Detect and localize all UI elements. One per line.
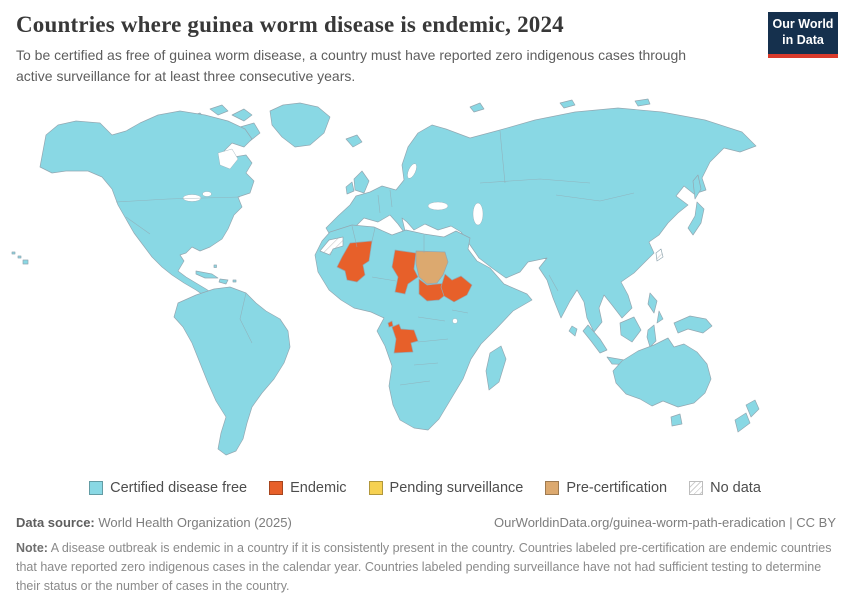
world-map[interactable] [0, 95, 850, 470]
chart-footer: Data source: World Health Organization (… [16, 515, 836, 595]
owid-logo-line1: Our World [772, 17, 834, 31]
map-region-madagascar[interactable] [485, 345, 507, 391]
map-region-japan[interactable] [687, 201, 705, 236]
legend-label-certified: Certified disease free [110, 480, 248, 496]
map-region-ethiopia[interactable] [440, 273, 473, 303]
footnote: Note: A disease outbreak is endemic in a… [16, 539, 836, 595]
map-region-united-kingdom[interactable] [353, 170, 370, 194]
legend-label-nodata: No data [710, 480, 761, 496]
map-region-africa[interactable] [314, 224, 533, 431]
world-map-svg[interactable] [0, 95, 850, 470]
map-region-new-guinea[interactable] [673, 315, 713, 334]
map-region-iceland[interactable] [345, 134, 363, 148]
map-region-ireland[interactable] [345, 181, 355, 195]
legend-swatch-pending [368, 481, 383, 495]
map-region-australia[interactable] [612, 337, 712, 408]
owid-logo-line2: in Data [782, 32, 824, 47]
chart-header: Countries where guinea worm disease is e… [16, 12, 756, 86]
map-region-indonesia[interactable] [582, 316, 657, 366]
map-region-angola[interactable] [387, 320, 419, 354]
map-region-caribbean[interactable] [195, 264, 237, 285]
data-source: Data source: World Health Organization (… [16, 515, 292, 530]
inland-waters [182, 148, 484, 324]
legend-swatch-certified [89, 481, 104, 495]
map-region-chad[interactable] [391, 249, 419, 295]
map-region-sri-lanka[interactable] [568, 325, 578, 337]
map-region-greenland[interactable] [269, 102, 331, 148]
data-source-label: Data source: [16, 515, 95, 530]
legend-label-endemic: Endemic [290, 480, 347, 496]
map-region-tasmania[interactable] [670, 413, 683, 427]
legend-swatch-precert [545, 481, 560, 495]
page-subtitle: To be certified as free of guinea worm d… [16, 47, 687, 84]
map-region-sudan[interactable] [415, 250, 449, 285]
map-region-north-america[interactable] [39, 110, 255, 298]
footnote-label: Note: [16, 541, 48, 555]
legend-item-certified[interactable]: Certified disease free [89, 480, 247, 496]
legend-swatch-nodata [689, 481, 704, 495]
legend-item-precert[interactable]: Pre-certification [545, 480, 667, 496]
legend-item-pending[interactable]: Pending surveillance [368, 480, 524, 496]
legend-label-precert: Pre-certification [566, 480, 668, 496]
owid-logo: Our World in Data [768, 12, 838, 59]
map-region-eurasia[interactable] [325, 107, 757, 333]
legend-item-nodata[interactable]: No data [689, 480, 761, 496]
page-title: Countries where guinea worm disease is e… [16, 12, 564, 37]
map-region-mali[interactable] [336, 240, 373, 283]
map-region-south-america[interactable] [173, 286, 291, 456]
legend-swatch-endemic [269, 481, 284, 495]
map-legend: Certified disease free Endemic Pending s… [0, 480, 850, 496]
map-region-taiwan[interactable] [655, 248, 664, 262]
map-region-sakhalin[interactable] [692, 174, 702, 200]
map-region-western-sahara[interactable] [319, 236, 344, 256]
map-region-philippines[interactable] [647, 292, 664, 324]
country-borders [115, 130, 635, 386]
legend-label-pending: Pending surveillance [389, 480, 524, 496]
footnote-text: A disease outbreak is endemic in a count… [16, 541, 832, 593]
map-region-new-zealand[interactable] [734, 399, 760, 433]
citation-link[interactable]: OurWorldinData.org/guinea-worm-path-erad… [493, 515, 836, 530]
legend-item-endemic[interactable]: Endemic [269, 480, 347, 496]
map-region-hawaii[interactable] [11, 251, 29, 265]
data-source-value: World Health Organization (2025) [94, 515, 292, 530]
